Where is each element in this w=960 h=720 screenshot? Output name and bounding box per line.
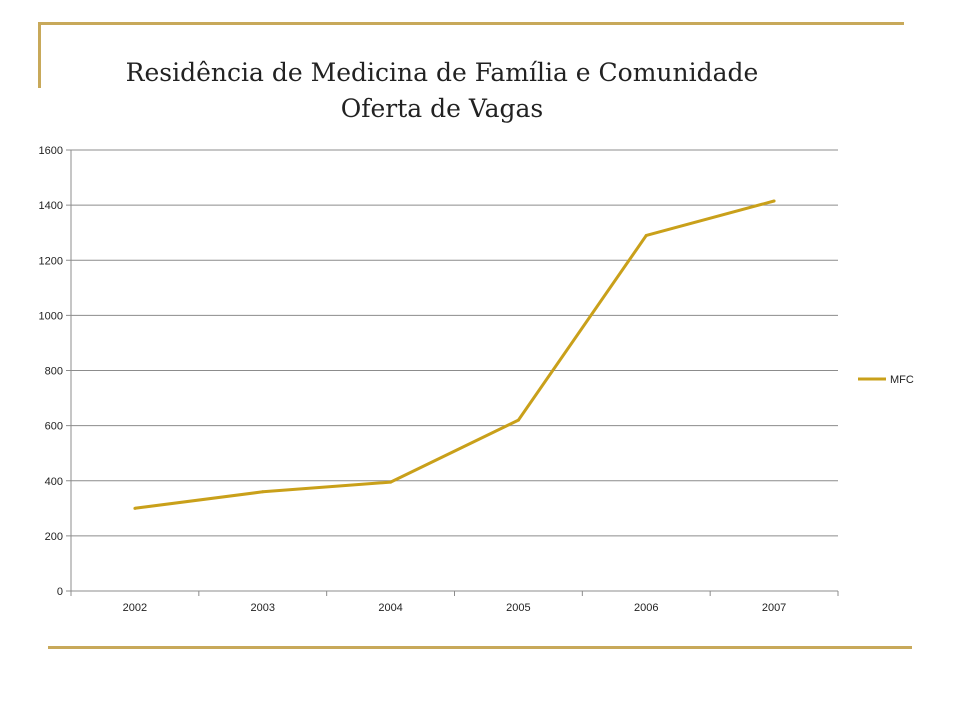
top-accent-line <box>38 22 904 25</box>
data-point <box>644 233 648 237</box>
legend-label: MFC <box>890 374 914 386</box>
x-tick-label: 2004 <box>378 602 402 614</box>
bottom-accent-line <box>48 646 912 649</box>
y-tick-label: 1000 <box>39 310 63 322</box>
x-tick-label: 2007 <box>762 602 786 614</box>
x-tick-label: 2005 <box>506 602 530 614</box>
y-tick-label: 800 <box>45 366 63 378</box>
y-tick-label: 600 <box>45 421 63 433</box>
x-tick-label: 2003 <box>251 602 275 614</box>
data-point <box>772 199 776 203</box>
y-tick-label: 400 <box>45 476 63 488</box>
data-point <box>133 506 137 510</box>
data-point <box>261 490 265 494</box>
top-left-accent-line <box>38 22 41 88</box>
chart-subtitle: Oferta de Vagas <box>340 94 544 123</box>
x-tick-label: 2006 <box>634 602 658 614</box>
x-tick-label: 2002 <box>123 602 147 614</box>
y-tick-label: 1400 <box>39 200 63 212</box>
y-tick-label: 1600 <box>39 145 63 157</box>
slide-title: Residência de Medicina de Família e Comu… <box>0 55 884 127</box>
series-line-mfc <box>134 199 775 510</box>
data-point <box>389 480 393 484</box>
y-tick-label: 1200 <box>39 255 63 267</box>
y-tick-label: 200 <box>45 531 63 543</box>
chart-title: Residência de Medicina de Família e Comu… <box>125 58 759 87</box>
data-point <box>516 418 520 422</box>
y-tick-label: 0 <box>57 586 63 598</box>
